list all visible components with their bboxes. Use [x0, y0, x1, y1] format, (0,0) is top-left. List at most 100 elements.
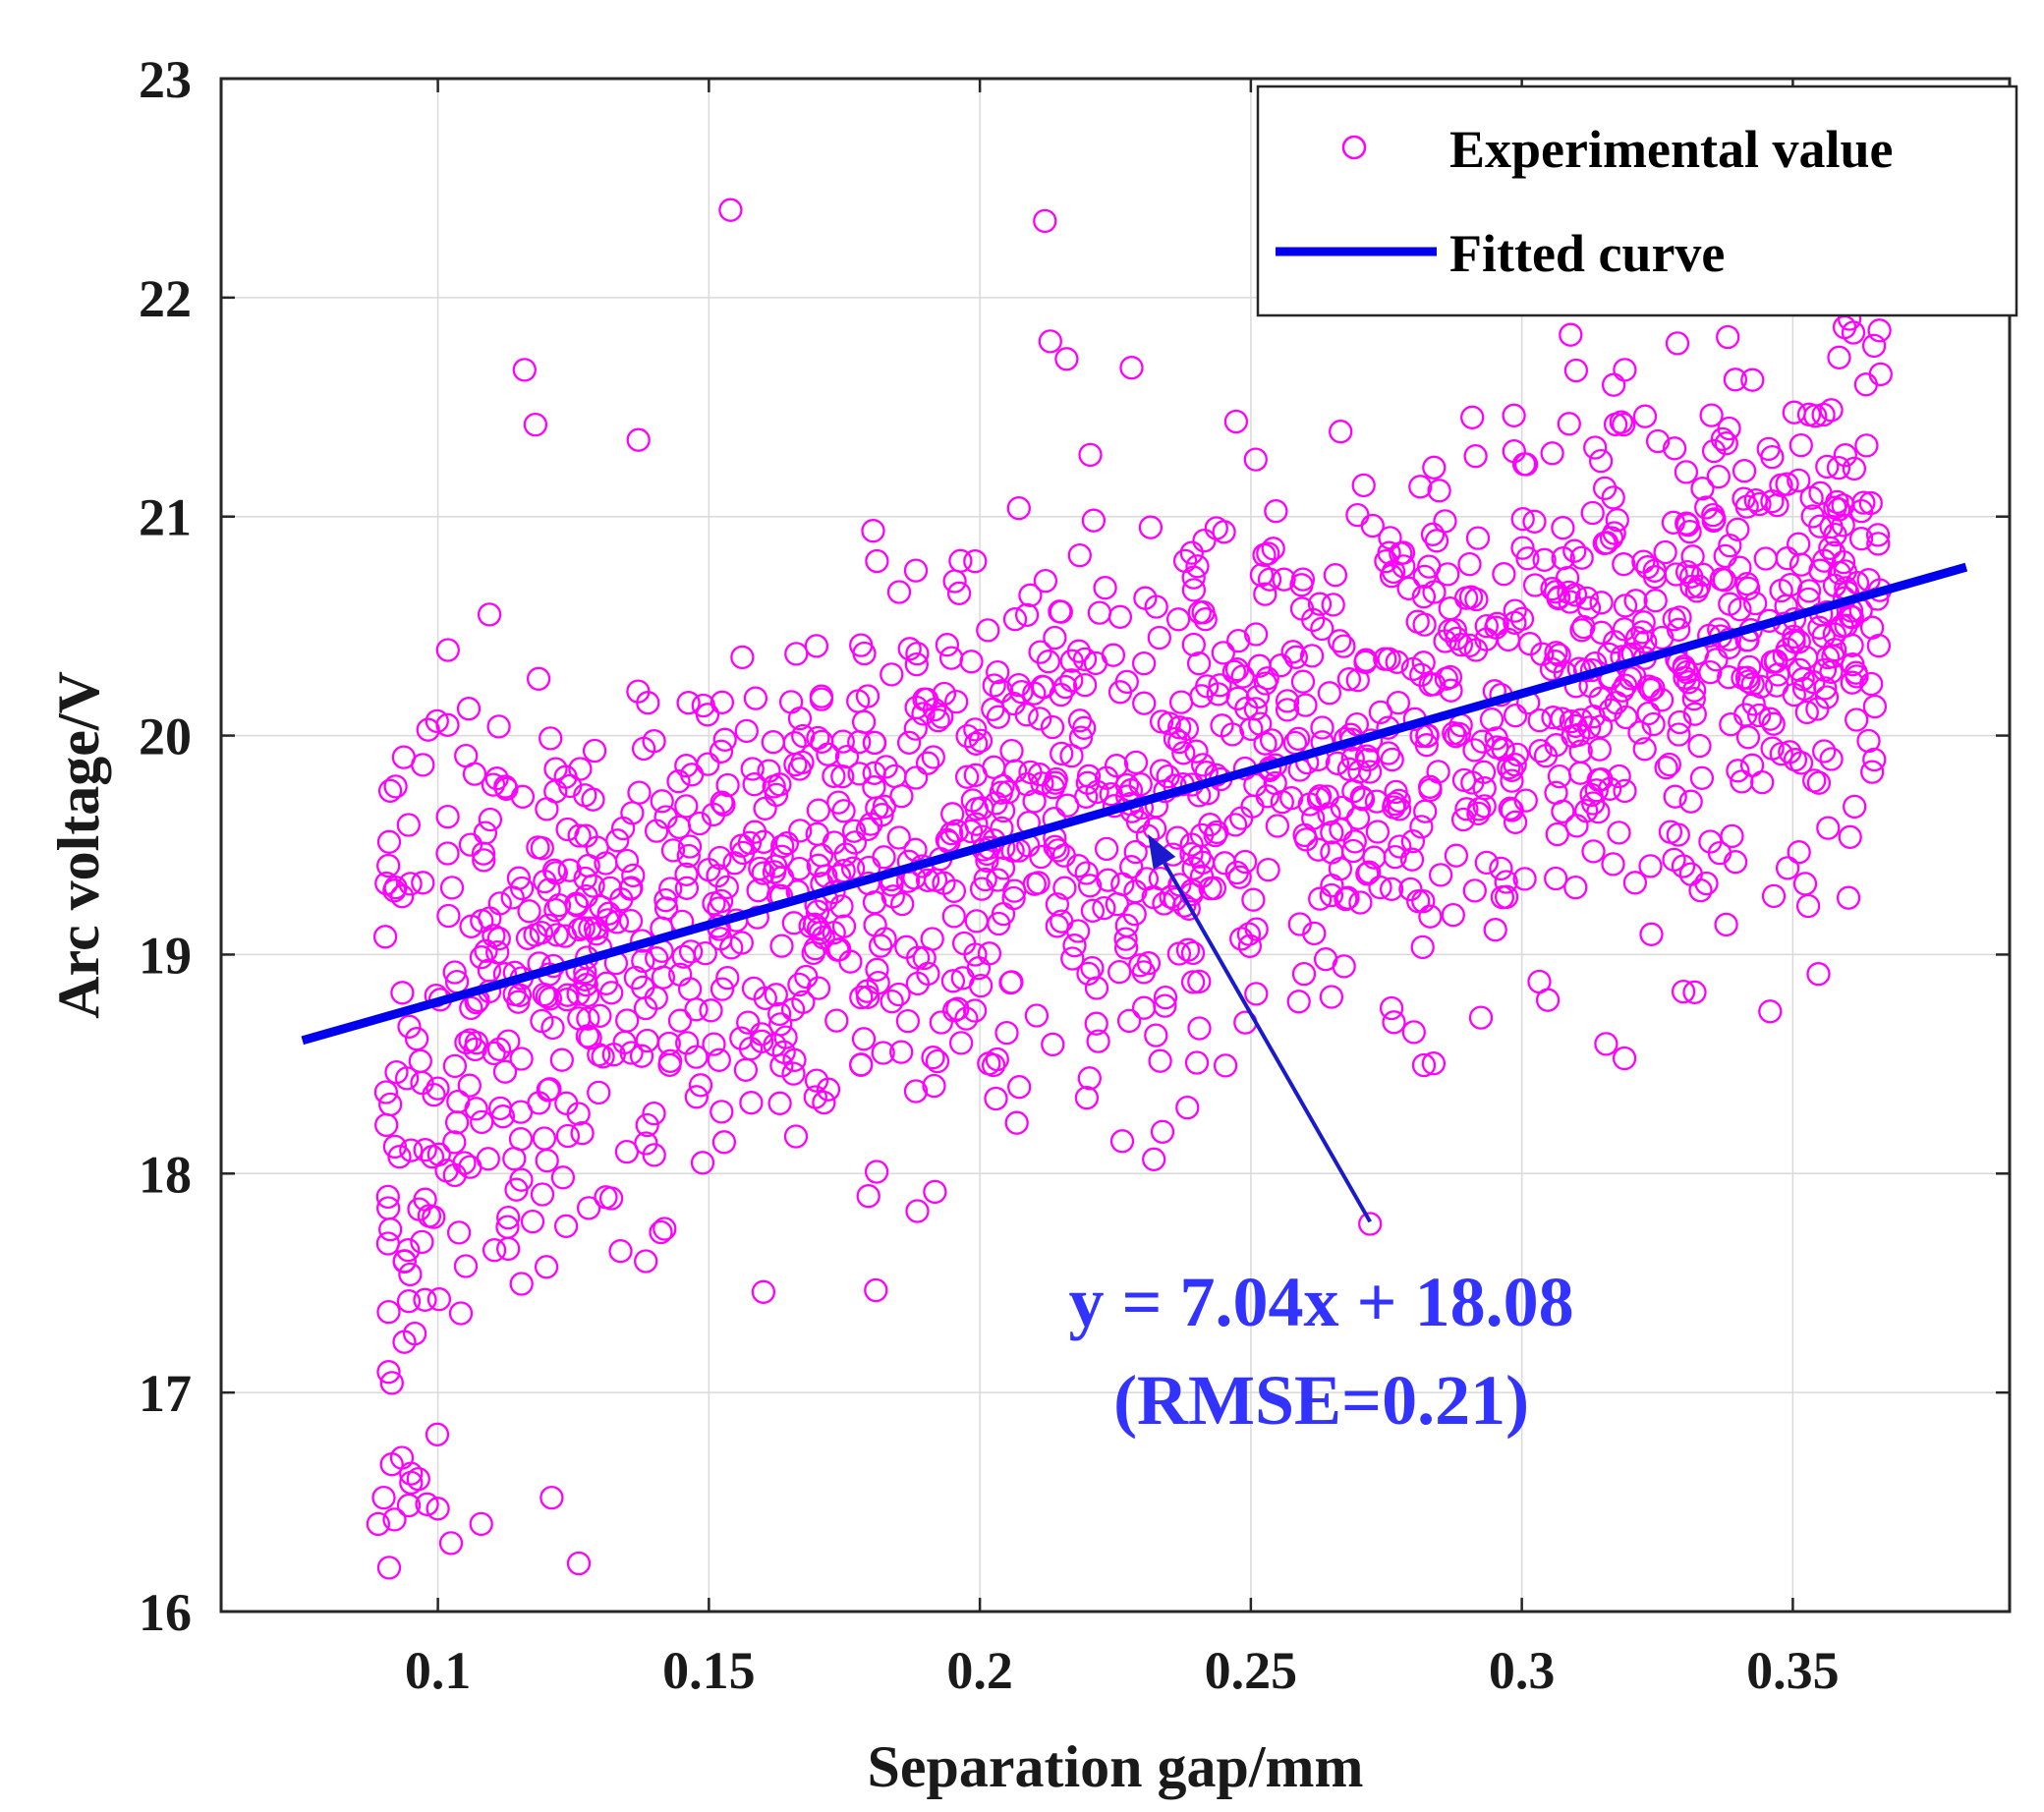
data-point [1345, 502, 1370, 528]
data-point [532, 982, 556, 1007]
data-point [771, 1040, 796, 1064]
data-point [1562, 583, 1588, 607]
data-point [1142, 1147, 1166, 1171]
data-point [684, 997, 709, 1022]
data-point [1527, 969, 1552, 994]
data-point [1043, 625, 1067, 651]
data-point [510, 784, 536, 809]
data-point [741, 976, 766, 1001]
data-point [1286, 726, 1311, 751]
data-point [1587, 737, 1612, 762]
data-point [849, 1052, 874, 1077]
data-point [986, 868, 1010, 892]
data-point [1038, 329, 1062, 354]
data-point [1723, 368, 1748, 392]
data-point [1814, 685, 1840, 709]
data-point [1532, 547, 1557, 572]
data-point [1827, 345, 1851, 369]
data-point [1107, 680, 1133, 705]
data-point [496, 1029, 521, 1053]
data-point [1244, 917, 1269, 941]
data-point [574, 823, 598, 848]
data-point [576, 1006, 600, 1031]
data-point [379, 1452, 404, 1477]
data-point [1726, 517, 1750, 541]
data-point [1494, 870, 1518, 894]
data-point [938, 646, 964, 670]
data-point [557, 858, 582, 882]
data-point [1559, 322, 1583, 347]
data-point [1107, 959, 1132, 985]
data-point [496, 1205, 521, 1230]
data-point [916, 961, 940, 987]
data-point [1229, 806, 1254, 830]
data-point [642, 1143, 666, 1167]
data-point [1714, 912, 1738, 937]
data-point [1325, 751, 1350, 775]
data-point [1213, 1053, 1238, 1078]
data-point [787, 972, 812, 997]
data-point [1682, 980, 1707, 1004]
data-point [1726, 759, 1750, 783]
data-point [453, 1254, 479, 1278]
data-point [644, 819, 669, 843]
data-point [493, 774, 518, 799]
data-point [1147, 625, 1171, 651]
data-point [1515, 546, 1540, 571]
data-point [1728, 555, 1752, 580]
data-point [734, 718, 759, 744]
data-point [609, 887, 634, 912]
data-point [482, 1238, 507, 1263]
data-point [940, 802, 965, 826]
data-point [1272, 567, 1296, 592]
data-point [1355, 862, 1380, 886]
data-point [767, 772, 792, 797]
data-point [1135, 823, 1161, 848]
data-point [587, 1080, 611, 1105]
data-point [1631, 610, 1656, 635]
data-point [1701, 438, 1727, 464]
data-point [374, 871, 399, 896]
data-point [635, 1028, 659, 1053]
data-point [376, 853, 401, 878]
data-point [964, 812, 989, 836]
data-point [767, 1001, 792, 1027]
data-point [668, 962, 693, 987]
data-point [912, 945, 937, 971]
data-point [482, 1041, 506, 1066]
data-point [1792, 872, 1818, 896]
data-point [530, 1182, 555, 1207]
data-point [880, 989, 904, 1014]
data-point [1198, 813, 1222, 837]
data-point [1503, 598, 1527, 623]
data-point [442, 1130, 467, 1155]
data-point [1087, 600, 1112, 625]
data-point [1581, 839, 1606, 864]
data-point [903, 558, 929, 583]
data-point [1319, 882, 1344, 908]
data-point [1227, 865, 1252, 889]
data-point [871, 1041, 895, 1065]
data-point [915, 868, 940, 892]
x-axis-label: Separation gap/mm [867, 1734, 1363, 1799]
data-point [1442, 721, 1466, 746]
data-point [946, 581, 972, 605]
data-point [1382, 1010, 1406, 1035]
data-point [1540, 441, 1564, 466]
data-point [1739, 753, 1765, 777]
data-point [738, 1036, 764, 1061]
data-point [1818, 536, 1843, 560]
data-point [1307, 592, 1333, 616]
data-point [861, 519, 885, 543]
data-point [1599, 526, 1624, 550]
data-point [1203, 822, 1227, 848]
data-point [1831, 513, 1855, 538]
data-point [1622, 871, 1648, 895]
data-point [1438, 596, 1462, 621]
data-point [1353, 648, 1379, 672]
data-point [1678, 789, 1703, 814]
data-point [1658, 820, 1683, 844]
data-point [742, 772, 766, 797]
data-point [1253, 582, 1278, 606]
data-point [1081, 508, 1107, 533]
